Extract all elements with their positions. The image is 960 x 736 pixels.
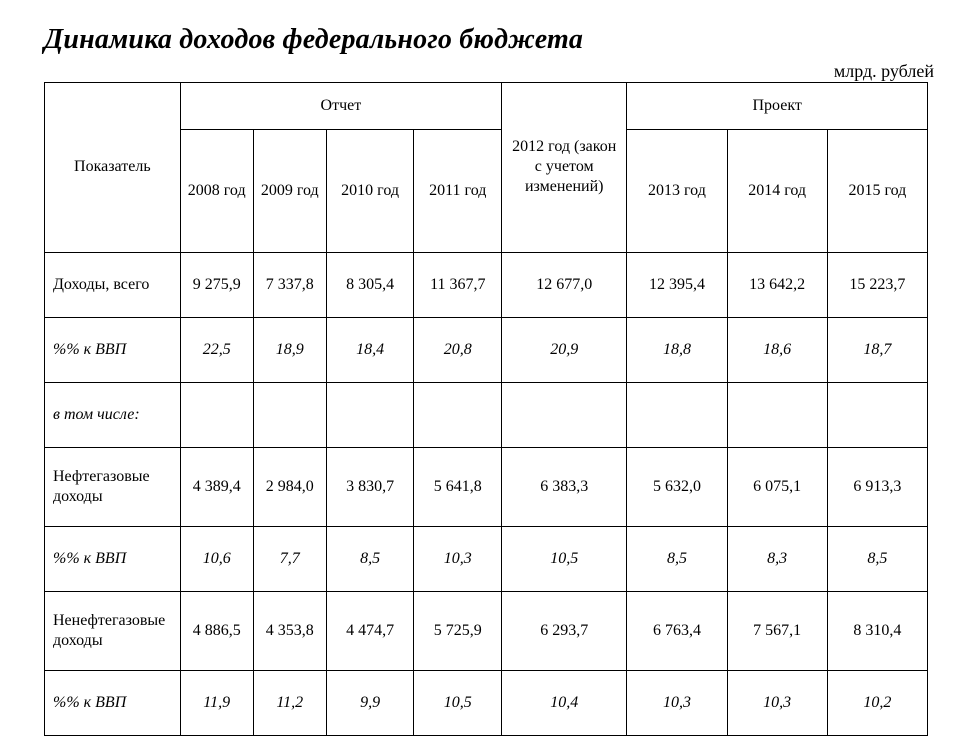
cell: 6 913,3 [827,447,927,526]
table-row: Нефтегазовые доходы 4 389,4 2 984,0 3 83… [45,447,928,526]
col-2010: 2010 год [326,129,414,252]
row-oil-gdp-label: %% к ВВП [45,526,181,591]
col-2015: 2015 год [827,129,927,252]
cell: 8 310,4 [827,591,927,670]
cell: 8,5 [827,526,927,591]
cell: 10,5 [502,526,627,591]
cell: 8,5 [627,526,727,591]
cell: 5 632,0 [627,447,727,526]
col-2011: 2011 год [414,129,502,252]
colgroup-report: Отчет [180,82,501,129]
cell: 10,6 [180,526,253,591]
cell: 8,3 [727,526,827,591]
cell: 18,9 [253,317,326,382]
cell: 4 389,4 [180,447,253,526]
row-oil-label: Нефтегазовые доходы [45,447,181,526]
cell: 9 275,9 [180,252,253,317]
cell: 8,5 [326,526,414,591]
cell: 5 641,8 [414,447,502,526]
cell: 7 337,8 [253,252,326,317]
cell: 8 305,4 [326,252,414,317]
col-2014: 2014 год [727,129,827,252]
cell: 4 886,5 [180,591,253,670]
cell: 9,9 [326,670,414,735]
cell: 6 763,4 [627,591,727,670]
cell: 3 830,7 [326,447,414,526]
cell [627,382,727,447]
table-row: в том числе: [45,382,928,447]
cell: 10,2 [827,670,927,735]
row-nonoil-gdp-label: %% к ВВП [45,670,181,735]
cell: 6 383,3 [502,447,627,526]
cell: 12 395,4 [627,252,727,317]
cell: 15 223,7 [827,252,927,317]
cell [727,382,827,447]
cell: 7,7 [253,526,326,591]
cell: 18,4 [326,317,414,382]
cell: 12 677,0 [502,252,627,317]
cell: 22,5 [180,317,253,382]
cell: 11,9 [180,670,253,735]
table-row: %% к ВВП 22,5 18,9 18,4 20,8 20,9 18,8 1… [45,317,928,382]
cell: 11,2 [253,670,326,735]
row-nonoil-label: Ненефтегазовые доходы [45,591,181,670]
cell: 20,9 [502,317,627,382]
cell: 6 293,7 [502,591,627,670]
table-row: Ненефтегазовые доходы 4 886,5 4 353,8 4 … [45,591,928,670]
cell: 10,3 [414,526,502,591]
cell: 10,3 [727,670,827,735]
cell: 11 367,7 [414,252,502,317]
cell [827,382,927,447]
cell: 18,8 [627,317,727,382]
cell [253,382,326,447]
table-row: %% к ВВП 11,9 11,2 9,9 10,5 10,4 10,3 10… [45,670,928,735]
row-including-label: в том числе: [45,382,181,447]
col-2009: 2009 год [253,129,326,252]
budget-table: Показатель Отчет 2012 год (закон с учето… [44,82,928,736]
cell: 10,3 [627,670,727,735]
col-2012: 2012 год (закон с учетом изменений) [502,82,627,252]
cell [414,382,502,447]
cell [502,382,627,447]
cell: 5 725,9 [414,591,502,670]
unit-label: млрд. рублей [44,62,934,82]
row-total-gdp-label: %% к ВВП [45,317,181,382]
col-2008: 2008 год [180,129,253,252]
table-row: Доходы, всего 9 275,9 7 337,8 8 305,4 11… [45,252,928,317]
colgroup-project: Проект [627,82,928,129]
cell: 10,4 [502,670,627,735]
row-total-label: Доходы, всего [45,252,181,317]
cell: 20,8 [414,317,502,382]
cell: 18,7 [827,317,927,382]
cell: 7 567,1 [727,591,827,670]
col-indicator: Показатель [45,82,181,252]
cell [180,382,253,447]
cell: 13 642,2 [727,252,827,317]
cell: 18,6 [727,317,827,382]
cell: 6 075,1 [727,447,827,526]
cell [326,382,414,447]
col-2013: 2013 год [627,129,727,252]
cell: 2 984,0 [253,447,326,526]
table-row: %% к ВВП 10,6 7,7 8,5 10,3 10,5 8,5 8,3 … [45,526,928,591]
cell: 10,5 [414,670,502,735]
cell: 4 353,8 [253,591,326,670]
page-title: Динамика доходов федерального бюджета [44,24,928,56]
cell: 4 474,7 [326,591,414,670]
